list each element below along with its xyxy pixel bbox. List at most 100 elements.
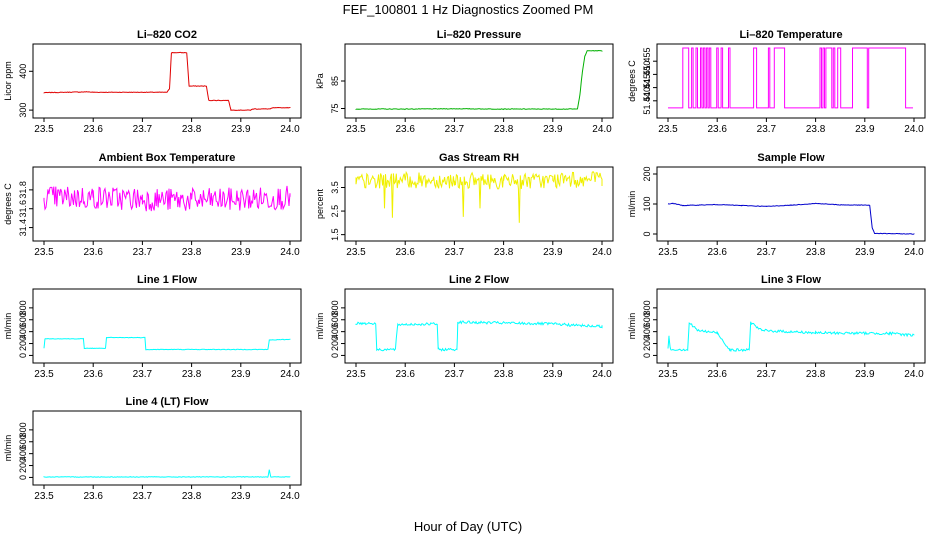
x-tick-label: 23.7 xyxy=(133,247,153,258)
x-tick-label: 23.6 xyxy=(83,124,103,135)
x-tick-label: 23.7 xyxy=(133,124,153,135)
data-line xyxy=(667,321,915,353)
y-tick-label: 100 xyxy=(642,196,652,211)
figure-xlabel: Hour of Day (UTC) xyxy=(414,519,522,534)
plot-frame xyxy=(344,166,614,242)
y-tick-label: 51.450 xyxy=(642,61,652,89)
y-tick-label: 200 xyxy=(18,336,28,351)
x-tick-label: 23.5 xyxy=(658,247,678,258)
y-tick-label: 75 xyxy=(330,103,340,113)
x-tick-label: 23.5 xyxy=(658,369,678,380)
x-tick-label: 23.7 xyxy=(445,247,465,258)
y-axis-label: ml/min xyxy=(627,191,637,218)
y-tick-label: 31.8 xyxy=(18,181,28,199)
x-tick-label: 23.7 xyxy=(133,369,153,380)
y-tick-label: 400 xyxy=(642,324,652,339)
x-tick-label: 23.8 xyxy=(806,247,826,258)
y-tick-label: 800 xyxy=(330,300,340,315)
panel-1: Li–820 Pressure 23.5 23.6 23.7 23.8 23.9 24.0 7… xyxy=(315,29,614,135)
x-tick-label: 23.8 xyxy=(182,247,202,258)
y-tick-label: 600 xyxy=(18,434,28,449)
panel-7: Line 2 Flow 23.5 23.6 23.7 23.8 23.9 24.0 0 2004… xyxy=(315,274,614,380)
y-axis-label: percent xyxy=(315,188,325,219)
x-tick-label: 24.0 xyxy=(592,247,612,258)
panel-5: Sample Flow 23.5 23.6 23.7 23.8 23.9 24.0 0 100 2… xyxy=(627,152,926,258)
x-tick-label: 23.7 xyxy=(757,369,777,380)
x-tick-label: 23.7 xyxy=(445,124,465,135)
x-tick-label: 24.0 xyxy=(280,247,300,258)
y-tick-label: 0 xyxy=(642,231,652,236)
plot-frame xyxy=(32,166,302,242)
y-tick-label: 200 xyxy=(642,166,652,181)
plot-frame xyxy=(344,288,614,364)
y-tick-label: 600 xyxy=(18,312,28,327)
plot-frame xyxy=(344,43,614,119)
figure-title: FEF_100801 1 Hz Diagnostics Zoomed PM xyxy=(343,2,594,17)
x-tick-label: 23.8 xyxy=(806,369,826,380)
panel-title: Li–820 CO2 xyxy=(137,29,197,41)
x-tick-label: 23.9 xyxy=(231,369,251,380)
panel-6: Line 1 Flow 23.5 23.6 23.7 23.8 23.9 24.0 0 2004… xyxy=(3,274,302,380)
y-tick-label: 0 xyxy=(330,353,340,358)
panel-3: Ambient Box Temperature 23.5 23.6 23.7 23.8 2… xyxy=(3,152,302,258)
x-tick-label: 24.0 xyxy=(904,124,924,135)
x-tick-label: 23.9 xyxy=(855,247,875,258)
x-tick-label: 23.9 xyxy=(231,124,251,135)
x-tick-label: 23.9 xyxy=(855,369,875,380)
y-axis-label: ml/min xyxy=(315,313,325,340)
y-tick-label: 300 xyxy=(18,103,28,118)
data-line xyxy=(355,320,603,352)
y-axis-label: degrees C xyxy=(3,183,13,225)
panel-title: Gas Stream RH xyxy=(439,152,519,164)
y-tick-label: 400 xyxy=(18,324,28,339)
x-tick-label: 23.7 xyxy=(133,491,153,502)
panel-title: Line 4 (LT) Flow xyxy=(126,396,209,408)
y-axis-label: kPa xyxy=(315,73,325,89)
x-tick-label: 23.9 xyxy=(231,247,251,258)
y-tick-label: 400 xyxy=(330,324,340,339)
y-tick-label: 2.5 xyxy=(330,205,340,218)
data-line xyxy=(43,336,291,351)
plot-frame xyxy=(32,410,302,486)
x-tick-label: 24.0 xyxy=(280,124,300,135)
y-tick-label: 31.6 xyxy=(18,200,28,218)
data-line xyxy=(355,170,603,223)
x-tick-label: 23.6 xyxy=(707,247,727,258)
panel-title: Li–820 Pressure xyxy=(437,29,521,41)
x-tick-label: 23.7 xyxy=(445,369,465,380)
x-tick-label: 23.8 xyxy=(494,369,514,380)
data-line xyxy=(668,47,913,109)
y-tick-label: 400 xyxy=(18,446,28,461)
x-tick-label: 23.5 xyxy=(34,124,54,135)
y-tick-label: 400 xyxy=(18,64,28,79)
x-tick-label: 23.8 xyxy=(182,491,202,502)
x-tick-label: 23.6 xyxy=(83,247,103,258)
x-tick-label: 23.5 xyxy=(34,247,54,258)
y-tick-label: 800 xyxy=(18,422,28,437)
y-tick-label: 31.4 xyxy=(18,219,28,237)
data-line xyxy=(43,51,291,111)
y-tick-label: 200 xyxy=(18,458,28,473)
x-tick-label: 23.9 xyxy=(231,491,251,502)
x-tick-label: 23.6 xyxy=(395,124,415,135)
panel-8: Line 3 Flow 23.5 23.6 23.7 23.8 23.9 24.0 0 2004… xyxy=(627,274,926,380)
x-tick-label: 24.0 xyxy=(592,124,612,135)
panel-0: Li–820 CO2 23.5 23.6 23.7 23.8 23.9 24.0 300 400… xyxy=(3,29,302,135)
y-axis-label: ml/min xyxy=(3,313,13,340)
x-tick-label: 23.7 xyxy=(757,247,777,258)
x-tick-label: 23.8 xyxy=(806,124,826,135)
panel-2: Li–820 Temperature 23.5 23.6 23.7 23.8 23.9 24… xyxy=(627,29,926,135)
panel-title: Ambient Box Temperature xyxy=(99,152,236,164)
y-tick-label: 51.440 xyxy=(642,87,652,115)
x-tick-label: 23.8 xyxy=(494,247,514,258)
y-tick-label: 0 xyxy=(18,353,28,358)
panel-9: Line 4 (LT) Flow 23.5 23.6 23.7 23.8 23.9 24.0… xyxy=(3,396,302,502)
plot-frame xyxy=(32,43,302,119)
y-tick-label: 200 xyxy=(642,336,652,351)
panel-title: Li–820 Temperature xyxy=(739,29,842,41)
plot-frame xyxy=(656,166,926,242)
x-tick-label: 23.9 xyxy=(855,124,875,135)
x-tick-label: 23.6 xyxy=(395,369,415,380)
plot-frame xyxy=(656,43,926,119)
